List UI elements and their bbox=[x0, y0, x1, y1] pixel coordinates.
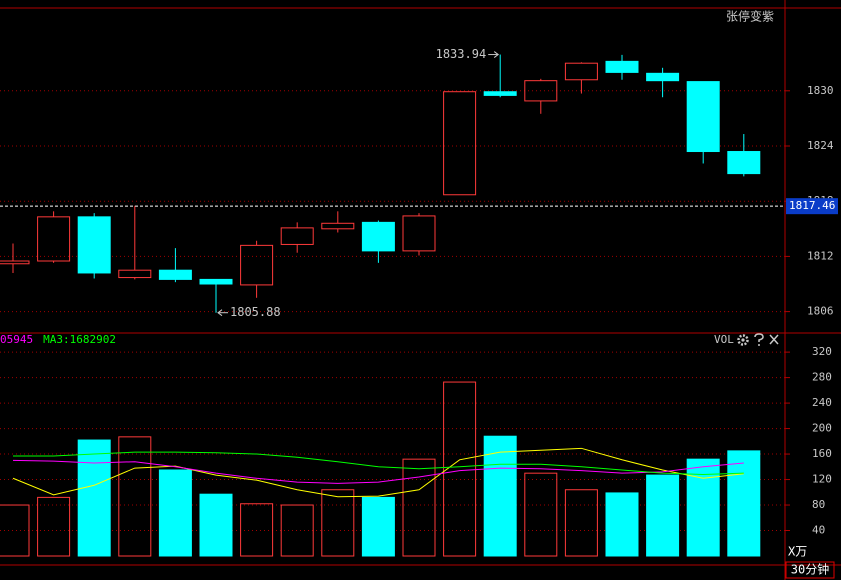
period-label: 30分钟 bbox=[791, 562, 829, 577]
candle-body bbox=[0, 260, 30, 265]
candle-body bbox=[443, 91, 477, 196]
help-icon[interactable] bbox=[754, 333, 764, 346]
volume-bar bbox=[646, 474, 680, 557]
volume-title: VOL bbox=[714, 333, 734, 346]
gear-hub bbox=[741, 338, 745, 342]
volume-bar bbox=[564, 489, 598, 557]
moving-average-line bbox=[13, 451, 744, 475]
candle-body bbox=[646, 72, 680, 82]
candle-body bbox=[158, 269, 192, 280]
volume-bar bbox=[158, 469, 192, 557]
min-label: 1805.88 bbox=[230, 305, 281, 319]
moving-average-line bbox=[12, 447, 744, 498]
y-tick-label: 1812 bbox=[807, 249, 834, 262]
candle-body bbox=[118, 269, 152, 279]
volume-bar bbox=[727, 450, 761, 557]
volume-bar bbox=[402, 458, 436, 557]
y-tick-label: 240 bbox=[812, 396, 832, 409]
volume-bar bbox=[321, 489, 355, 557]
volume-bar bbox=[524, 472, 558, 557]
settings-icon[interactable] bbox=[737, 334, 749, 346]
y-tick-label: 320 bbox=[812, 345, 832, 358]
period-box bbox=[785, 561, 835, 579]
candle-body bbox=[37, 216, 71, 262]
min-arrow-head bbox=[217, 309, 223, 317]
candle-body bbox=[199, 278, 233, 285]
y-tick-label: 120 bbox=[812, 473, 832, 486]
gear bbox=[737, 334, 749, 346]
candle-body bbox=[727, 151, 761, 175]
last-price-label: 1817.46 bbox=[789, 199, 835, 212]
volume-bar bbox=[77, 439, 111, 557]
volume-bar bbox=[0, 504, 30, 557]
candle-body bbox=[321, 222, 355, 230]
volume-bar bbox=[118, 436, 152, 557]
y-tick-label: 1830 bbox=[807, 84, 834, 97]
volume-bar bbox=[483, 435, 517, 557]
candle-body bbox=[483, 91, 517, 96]
last-price-box bbox=[786, 198, 838, 215]
y-tick-label: 80 bbox=[812, 498, 825, 511]
max-label: 1833.94 bbox=[436, 47, 487, 61]
y-tick-label: 40 bbox=[812, 524, 825, 537]
candle-body bbox=[240, 244, 274, 286]
candle-body bbox=[605, 60, 639, 73]
legend-text: 05945 bbox=[0, 333, 33, 346]
volume-bar bbox=[280, 504, 314, 557]
legend-text: MA3:1682902 bbox=[43, 333, 116, 346]
candle-body bbox=[524, 80, 558, 102]
y-tick-label: 160 bbox=[812, 447, 832, 460]
candle-body bbox=[361, 221, 395, 252]
y-tick-label: 280 bbox=[812, 371, 832, 384]
volume-bar bbox=[686, 458, 720, 557]
y-tick-label: 1824 bbox=[807, 139, 834, 152]
volume-bar bbox=[361, 496, 395, 557]
volume-bar bbox=[199, 493, 233, 557]
volume-unit: X万 bbox=[788, 545, 807, 559]
tag-text: 张停变紫 bbox=[726, 9, 774, 24]
volume-bar bbox=[443, 381, 477, 557]
candle-body bbox=[77, 216, 111, 274]
candle-body bbox=[402, 215, 436, 252]
max-arrow-head bbox=[493, 51, 500, 58]
candle-body bbox=[686, 81, 720, 153]
volume-bar bbox=[37, 496, 71, 557]
candle-body bbox=[280, 227, 314, 245]
candle-body bbox=[564, 62, 598, 81]
volume-bar bbox=[240, 503, 274, 557]
close-icon[interactable] bbox=[769, 334, 779, 345]
volume-bar bbox=[605, 492, 639, 557]
y-tick-label: 1806 bbox=[807, 305, 834, 318]
y-tick-label: 200 bbox=[812, 422, 832, 435]
moving-average-line bbox=[12, 459, 744, 484]
